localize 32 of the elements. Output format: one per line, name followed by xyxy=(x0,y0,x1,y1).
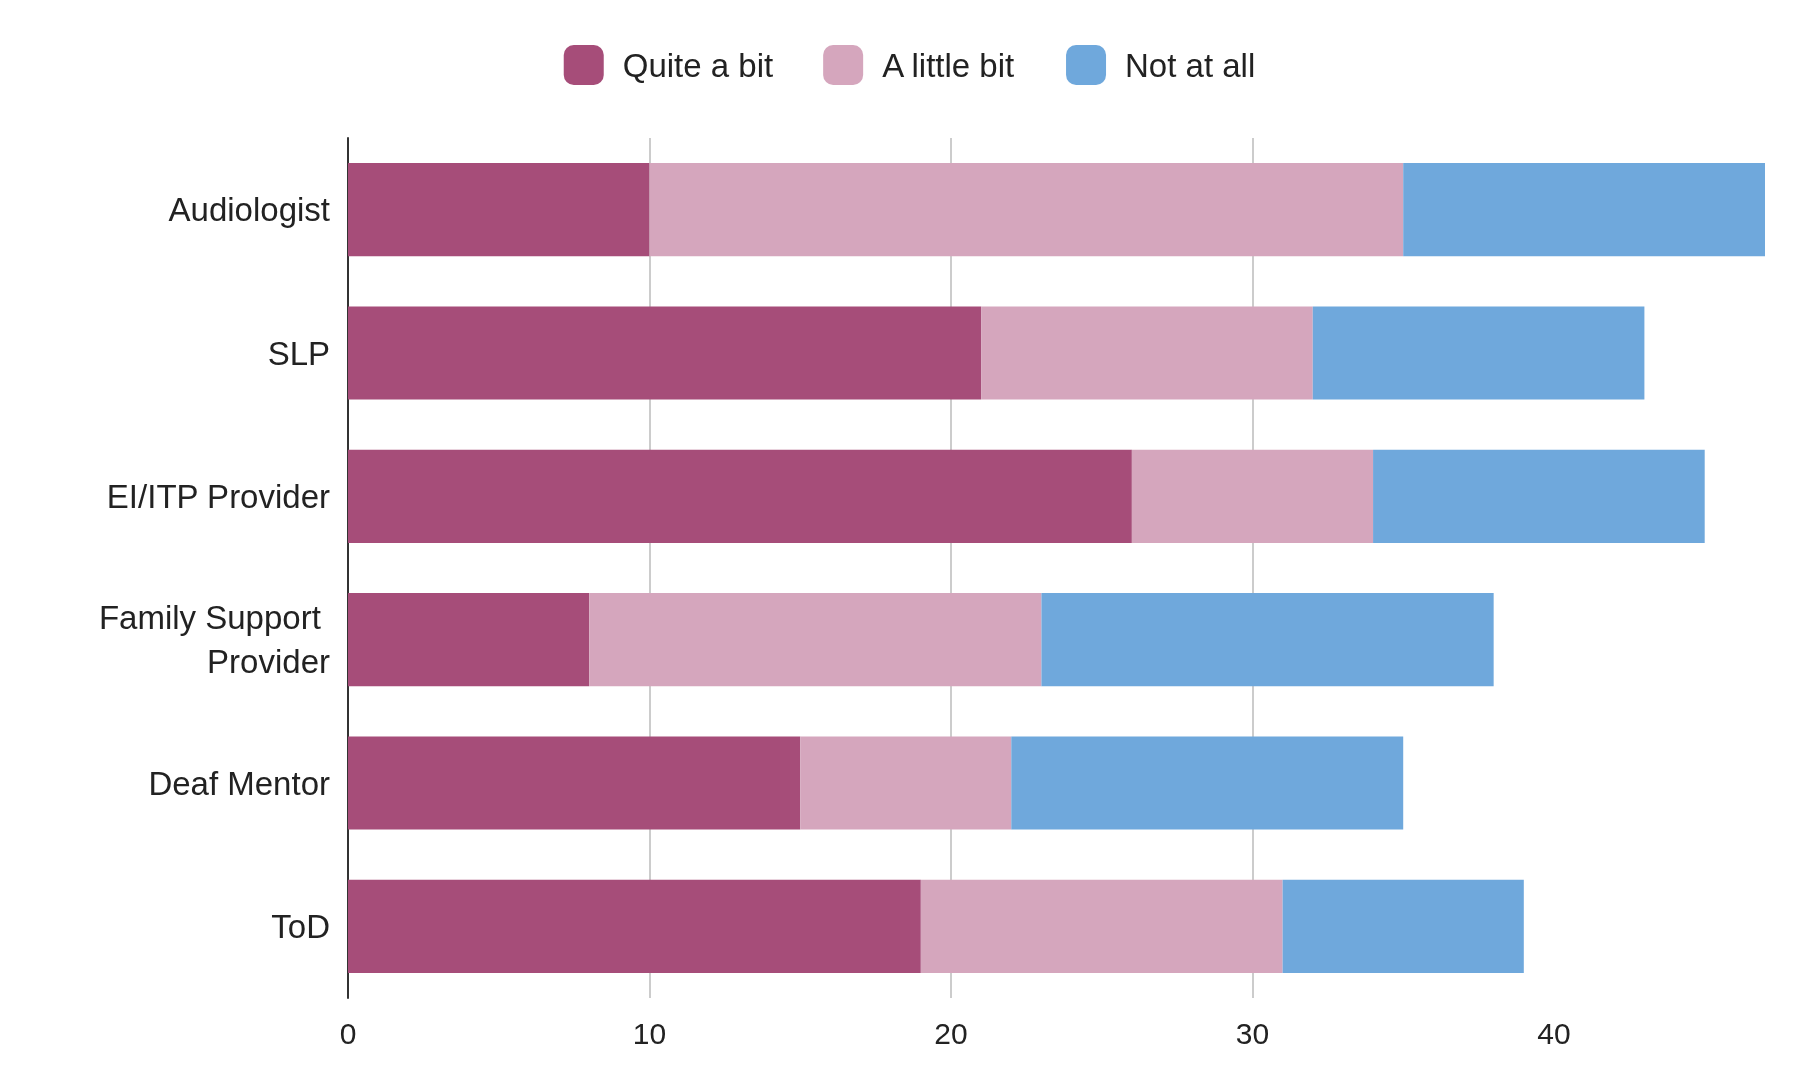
bar xyxy=(1041,593,1494,687)
x-tick-label: 20 xyxy=(934,1016,968,1050)
bar xyxy=(348,306,982,400)
x-tick-label: 30 xyxy=(1235,1016,1270,1050)
bar xyxy=(348,736,801,830)
legend-label: Not at all xyxy=(1125,46,1256,84)
y-tick-label: ToD xyxy=(271,907,330,945)
bar xyxy=(348,879,921,973)
bar xyxy=(1282,879,1524,973)
bar xyxy=(1312,306,1645,400)
y-tick-label: SLP xyxy=(267,334,330,372)
bar xyxy=(348,593,590,687)
bar xyxy=(348,163,650,257)
x-tick-label: 40 xyxy=(1537,1016,1571,1050)
bar xyxy=(1131,449,1374,543)
bar xyxy=(981,306,1313,400)
y-tick-label: EI/ITP Provider xyxy=(106,477,331,515)
bar xyxy=(920,879,1283,973)
y-tick-label: Deaf Mentor xyxy=(148,764,330,802)
bar xyxy=(800,736,1012,830)
bar xyxy=(1011,736,1404,830)
x-tick-label: 0 xyxy=(339,1016,357,1050)
bar xyxy=(649,163,1404,257)
bar xyxy=(589,593,1042,687)
bar xyxy=(348,449,1132,543)
x-tick-label: 10 xyxy=(632,1016,667,1050)
y-tick-label: Family Support Provider xyxy=(98,599,330,681)
bar xyxy=(1403,163,1765,257)
bar xyxy=(1373,449,1705,543)
y-tick-label: Audiologist xyxy=(168,191,330,229)
legend-label: Quite a bit xyxy=(622,46,774,84)
legend-label: A little bit xyxy=(882,46,1015,84)
